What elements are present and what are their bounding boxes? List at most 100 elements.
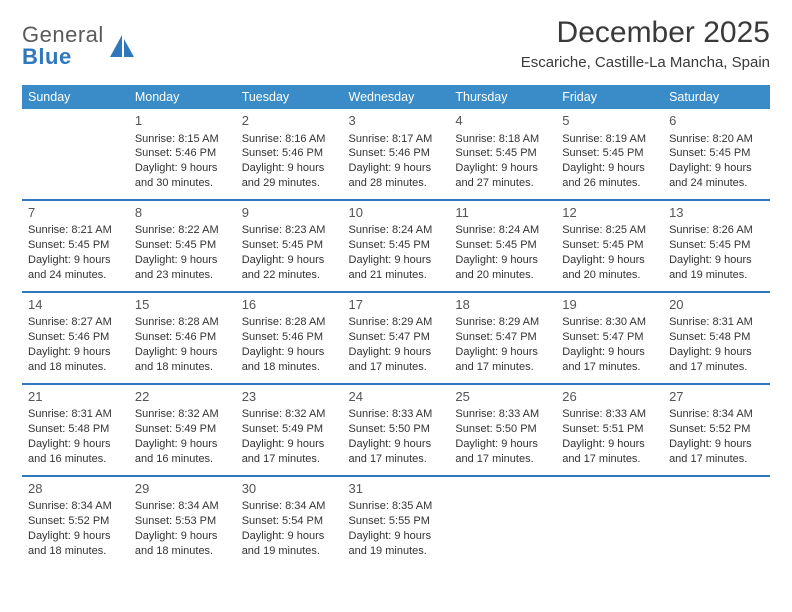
sunset-text: Sunset: 5:46 PM: [349, 146, 444, 161]
daylight-text: and 19 minutes.: [242, 544, 337, 559]
sunrise-text: Sunrise: 8:16 AM: [242, 132, 337, 147]
daylight-text: Daylight: 9 hours: [242, 437, 337, 452]
day-number: 28: [28, 480, 123, 498]
sunrise-text: Sunrise: 8:31 AM: [669, 315, 764, 330]
calendar-body: 1Sunrise: 8:15 AMSunset: 5:46 PMDaylight…: [22, 109, 770, 567]
header: General Blue December 2025 Escariche, Ca…: [22, 16, 770, 71]
sunrise-text: Sunrise: 8:25 AM: [562, 223, 657, 238]
sunset-text: Sunset: 5:45 PM: [562, 146, 657, 161]
sunset-text: Sunset: 5:54 PM: [242, 514, 337, 529]
weekday-header: Tuesday: [236, 85, 343, 109]
sunrise-text: Sunrise: 8:34 AM: [669, 407, 764, 422]
sunrise-text: Sunrise: 8:28 AM: [135, 315, 230, 330]
sunset-text: Sunset: 5:52 PM: [669, 422, 764, 437]
daylight-text: and 17 minutes.: [562, 452, 657, 467]
calendar-day-cell: 5Sunrise: 8:19 AMSunset: 5:45 PMDaylight…: [556, 109, 663, 200]
day-number: 22: [135, 388, 230, 406]
calendar-day-cell: 7Sunrise: 8:21 AMSunset: 5:45 PMDaylight…: [22, 200, 129, 292]
sunset-text: Sunset: 5:47 PM: [349, 330, 444, 345]
sunrise-text: Sunrise: 8:30 AM: [562, 315, 657, 330]
day-number: 12: [562, 204, 657, 222]
daylight-text: Daylight: 9 hours: [455, 161, 550, 176]
daylight-text: and 18 minutes.: [135, 544, 230, 559]
calendar-day-cell: 24Sunrise: 8:33 AMSunset: 5:50 PMDayligh…: [343, 384, 450, 476]
calendar-day-cell: 31Sunrise: 8:35 AMSunset: 5:55 PMDayligh…: [343, 476, 450, 567]
sunrise-text: Sunrise: 8:15 AM: [135, 132, 230, 147]
daylight-text: and 17 minutes.: [669, 452, 764, 467]
day-number: 16: [242, 296, 337, 314]
daylight-text: Daylight: 9 hours: [135, 529, 230, 544]
daylight-text: and 24 minutes.: [28, 268, 123, 283]
weekday-header: Wednesday: [343, 85, 450, 109]
day-number: 29: [135, 480, 230, 498]
sunrise-text: Sunrise: 8:29 AM: [455, 315, 550, 330]
day-number: 9: [242, 204, 337, 222]
calendar-day-cell: [449, 476, 556, 567]
calendar-day-cell: 29Sunrise: 8:34 AMSunset: 5:53 PMDayligh…: [129, 476, 236, 567]
sunset-text: Sunset: 5:48 PM: [28, 422, 123, 437]
sunrise-text: Sunrise: 8:31 AM: [28, 407, 123, 422]
sunset-text: Sunset: 5:53 PM: [135, 514, 230, 529]
calendar-header-row: Sunday Monday Tuesday Wednesday Thursday…: [22, 85, 770, 109]
daylight-text: Daylight: 9 hours: [242, 529, 337, 544]
calendar-table: Sunday Monday Tuesday Wednesday Thursday…: [22, 85, 770, 567]
calendar-day-cell: 12Sunrise: 8:25 AMSunset: 5:45 PMDayligh…: [556, 200, 663, 292]
daylight-text: and 17 minutes.: [455, 452, 550, 467]
calendar-page: General Blue December 2025 Escariche, Ca…: [0, 0, 792, 612]
sunset-text: Sunset: 5:45 PM: [28, 238, 123, 253]
daylight-text: and 18 minutes.: [28, 544, 123, 559]
sunrise-text: Sunrise: 8:24 AM: [349, 223, 444, 238]
day-number: 1: [135, 112, 230, 130]
daylight-text: and 17 minutes.: [349, 360, 444, 375]
daylight-text: and 17 minutes.: [562, 360, 657, 375]
daylight-text: Daylight: 9 hours: [455, 437, 550, 452]
sunrise-text: Sunrise: 8:34 AM: [242, 499, 337, 514]
sunset-text: Sunset: 5:46 PM: [242, 146, 337, 161]
day-number: 11: [455, 204, 550, 222]
daylight-text: Daylight: 9 hours: [135, 161, 230, 176]
calendar-week-row: 7Sunrise: 8:21 AMSunset: 5:45 PMDaylight…: [22, 200, 770, 292]
daylight-text: Daylight: 9 hours: [562, 253, 657, 268]
day-number: 27: [669, 388, 764, 406]
daylight-text: Daylight: 9 hours: [349, 345, 444, 360]
daylight-text: and 27 minutes.: [455, 176, 550, 191]
daylight-text: and 23 minutes.: [135, 268, 230, 283]
daylight-text: and 18 minutes.: [242, 360, 337, 375]
daylight-text: and 29 minutes.: [242, 176, 337, 191]
daylight-text: and 18 minutes.: [28, 360, 123, 375]
sunset-text: Sunset: 5:52 PM: [28, 514, 123, 529]
daylight-text: Daylight: 9 hours: [135, 253, 230, 268]
weekday-header: Monday: [129, 85, 236, 109]
daylight-text: Daylight: 9 hours: [135, 437, 230, 452]
sunset-text: Sunset: 5:46 PM: [135, 146, 230, 161]
sunset-text: Sunset: 5:45 PM: [562, 238, 657, 253]
calendar-day-cell: 8Sunrise: 8:22 AMSunset: 5:45 PMDaylight…: [129, 200, 236, 292]
sunset-text: Sunset: 5:45 PM: [455, 146, 550, 161]
month-title: December 2025: [521, 16, 770, 50]
sunrise-text: Sunrise: 8:29 AM: [349, 315, 444, 330]
calendar-day-cell: 16Sunrise: 8:28 AMSunset: 5:46 PMDayligh…: [236, 292, 343, 384]
daylight-text: Daylight: 9 hours: [669, 437, 764, 452]
sunset-text: Sunset: 5:46 PM: [135, 330, 230, 345]
sunrise-text: Sunrise: 8:20 AM: [669, 132, 764, 147]
sunrise-text: Sunrise: 8:17 AM: [349, 132, 444, 147]
sunrise-text: Sunrise: 8:32 AM: [242, 407, 337, 422]
day-number: 14: [28, 296, 123, 314]
day-number: 3: [349, 112, 444, 130]
calendar-day-cell: 3Sunrise: 8:17 AMSunset: 5:46 PMDaylight…: [343, 109, 450, 200]
sunrise-text: Sunrise: 8:34 AM: [135, 499, 230, 514]
sunset-text: Sunset: 5:55 PM: [349, 514, 444, 529]
calendar-day-cell: 23Sunrise: 8:32 AMSunset: 5:49 PMDayligh…: [236, 384, 343, 476]
day-number: 4: [455, 112, 550, 130]
sunset-text: Sunset: 5:48 PM: [669, 330, 764, 345]
daylight-text: and 17 minutes.: [349, 452, 444, 467]
sunrise-text: Sunrise: 8:23 AM: [242, 223, 337, 238]
calendar-day-cell: 28Sunrise: 8:34 AMSunset: 5:52 PMDayligh…: [22, 476, 129, 567]
calendar-day-cell: 22Sunrise: 8:32 AMSunset: 5:49 PMDayligh…: [129, 384, 236, 476]
daylight-text: Daylight: 9 hours: [135, 345, 230, 360]
calendar-day-cell: 15Sunrise: 8:28 AMSunset: 5:46 PMDayligh…: [129, 292, 236, 384]
brand-logo: General Blue: [22, 16, 136, 70]
daylight-text: Daylight: 9 hours: [455, 345, 550, 360]
sunset-text: Sunset: 5:49 PM: [135, 422, 230, 437]
sunset-text: Sunset: 5:51 PM: [562, 422, 657, 437]
